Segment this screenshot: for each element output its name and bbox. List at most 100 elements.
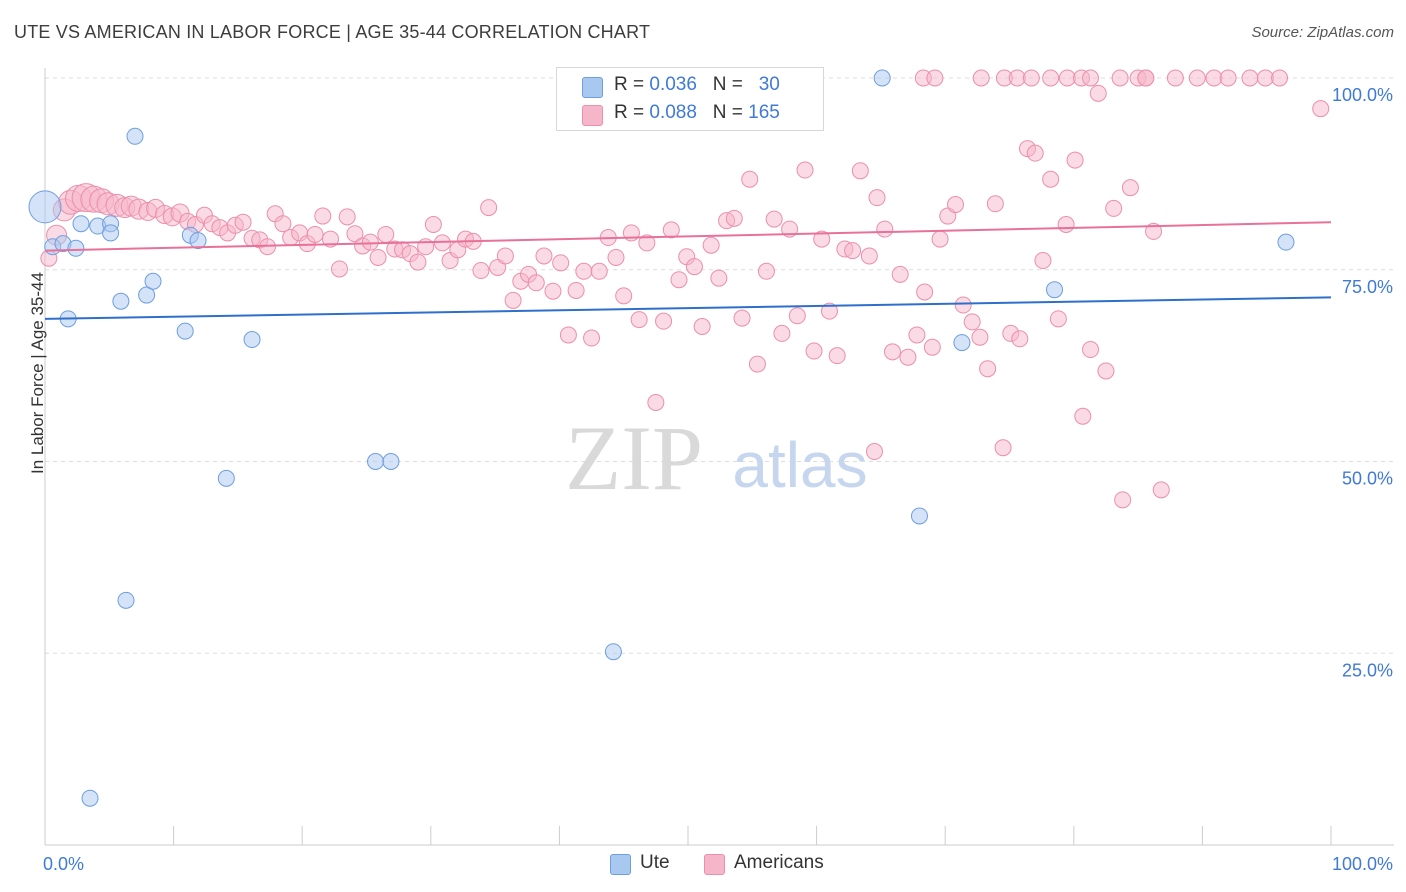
legend-swatch-ute xyxy=(582,77,603,98)
bottom-legend-swatch-ute xyxy=(610,854,631,875)
legend-n-label: N = xyxy=(712,102,749,123)
americans-point xyxy=(590,262,608,280)
ute-point xyxy=(81,789,99,807)
legend-text-ute: R = 0.036 N = 30 xyxy=(614,74,780,96)
americans-point xyxy=(496,247,514,265)
y-tick-label: 25.0% xyxy=(1342,660,1393,680)
americans-point xyxy=(954,296,972,314)
americans-point xyxy=(1011,330,1029,348)
ute-point xyxy=(189,232,207,250)
americans-point xyxy=(330,260,348,278)
americans-point xyxy=(1105,199,1123,217)
americans-point xyxy=(306,225,324,243)
americans-point xyxy=(971,328,989,346)
americans-point xyxy=(1057,215,1075,233)
ute-point xyxy=(1277,233,1295,251)
americans-point xyxy=(1219,69,1237,87)
ute-point xyxy=(604,643,622,661)
bottom-legend-americans: Americans xyxy=(704,852,864,878)
americans-point xyxy=(1008,69,1026,87)
chart-title: UTE VS AMERICAN IN LABOR FORCE | AGE 35-… xyxy=(14,22,651,42)
americans-point xyxy=(693,318,711,336)
americans-point xyxy=(923,338,941,356)
americans-point xyxy=(908,326,926,344)
americans-point xyxy=(773,324,791,342)
americans-point xyxy=(986,195,1004,213)
americans-point xyxy=(979,360,997,378)
americans-point xyxy=(321,230,339,248)
ute-point xyxy=(243,331,261,349)
americans-point xyxy=(234,213,252,231)
legend-row-americans: R = 0.088 N = 165 xyxy=(557,101,823,127)
americans-point xyxy=(338,208,356,226)
americans-point xyxy=(1022,69,1040,87)
americans-point xyxy=(994,439,1012,457)
americans-point xyxy=(1166,69,1184,87)
ute-point xyxy=(117,591,135,609)
americans-point xyxy=(314,207,332,225)
americans-point xyxy=(527,274,545,292)
ute-point xyxy=(112,292,130,310)
x-tick-label: 0.0% xyxy=(43,854,84,874)
tick-labels: 25.0% 50.0% 75.0% 100.0% 0.0% 100.0% xyxy=(43,85,1393,874)
trend-lines xyxy=(44,221,1332,320)
legend-r-value: 0.036 xyxy=(649,74,697,95)
americans-point xyxy=(583,329,601,347)
americans-point xyxy=(946,196,964,214)
ute-point xyxy=(67,239,85,257)
ute-point xyxy=(72,215,90,233)
americans-point xyxy=(1082,341,1100,359)
x-tick-label: 100.0% xyxy=(1332,854,1393,874)
americans-point xyxy=(361,233,379,251)
americans-point xyxy=(670,271,688,289)
ute-trend-line xyxy=(44,296,1332,320)
americans-point xyxy=(899,348,917,366)
americans-point xyxy=(926,69,944,87)
americans-point xyxy=(820,302,838,320)
americans-point xyxy=(274,215,292,233)
source-label: Source: ZipAtlas.com xyxy=(1251,24,1394,41)
americans-point xyxy=(480,199,498,217)
ute-point xyxy=(28,190,62,224)
americans-point xyxy=(655,312,673,330)
ute-point xyxy=(382,453,400,470)
americans-point xyxy=(765,210,783,228)
americans-point xyxy=(876,220,894,238)
americans-point xyxy=(1026,144,1044,162)
legend-r-label: R = xyxy=(614,102,650,123)
bottom-legend-ute: Ute xyxy=(610,852,730,878)
americans-point xyxy=(1137,69,1155,87)
ute-point xyxy=(138,286,156,304)
americans-point xyxy=(1188,69,1206,87)
americans-point xyxy=(702,236,720,254)
americans-point xyxy=(638,234,656,252)
americans-point xyxy=(805,342,823,360)
legend-swatch-americans xyxy=(582,105,603,126)
grid-lines xyxy=(45,77,1394,654)
americans-point xyxy=(1256,69,1274,87)
americans-point xyxy=(1049,310,1067,328)
americans-point xyxy=(647,393,665,411)
americans-point xyxy=(615,287,633,305)
legend-row-ute: R = 0.036 N = 30 xyxy=(557,73,823,99)
americans-point xyxy=(1074,407,1092,425)
americans-point xyxy=(757,262,775,280)
americans-trend-line xyxy=(44,221,1332,252)
americans-point xyxy=(607,248,625,266)
ute-point xyxy=(367,453,385,470)
bottom-legend-swatch-americans xyxy=(704,854,725,875)
americans-point xyxy=(1205,69,1223,87)
americans-point xyxy=(1089,84,1107,102)
americans-point xyxy=(1058,69,1076,87)
americans-point xyxy=(963,313,981,331)
ute-point xyxy=(1046,281,1064,299)
americans-point xyxy=(883,343,901,361)
ute-point xyxy=(126,127,144,145)
bottom-legend-label-ute: Ute xyxy=(640,852,670,873)
americans-point xyxy=(865,443,883,461)
americans-point xyxy=(552,254,570,272)
americans-point xyxy=(844,242,862,260)
legend-n-value: 165 xyxy=(748,102,780,123)
americans-point xyxy=(868,189,886,207)
